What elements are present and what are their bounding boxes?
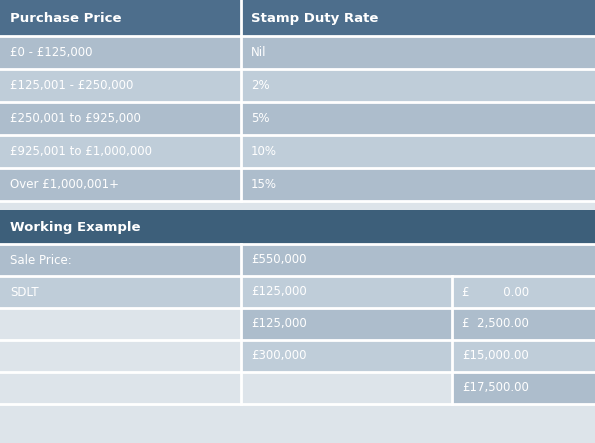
Bar [241,69,595,102]
Bar [241,276,452,308]
Bar [0,168,241,201]
Bar [241,340,452,372]
Text: £0 - £125,000: £0 - £125,000 [10,46,92,59]
Bar [0,69,241,102]
Bar [452,372,595,404]
Text: 10%: 10% [251,145,277,158]
Bar [241,168,595,201]
Text: £17,500.00: £17,500.00 [462,381,529,395]
Bar [0,340,241,372]
Bar [0,372,241,404]
Bar [0,135,241,168]
Text: £15,000.00: £15,000.00 [462,350,529,362]
Bar [0,210,595,244]
Text: Working Example: Working Example [10,221,140,233]
Bar [0,276,241,308]
Text: £300,000: £300,000 [251,350,306,362]
Text: SDLT: SDLT [10,285,39,299]
Text: £125,000: £125,000 [251,285,307,299]
Bar [241,135,595,168]
Text: £         0.00: £ 0.00 [462,285,530,299]
Text: £250,001 to £925,000: £250,001 to £925,000 [10,112,141,125]
Text: Sale Price:: Sale Price: [10,253,72,267]
Bar [0,404,595,443]
Text: £125,000: £125,000 [251,318,307,330]
Bar [452,308,595,340]
Bar [0,201,595,210]
Bar [0,308,241,340]
Bar [0,0,241,36]
Text: Stamp Duty Rate: Stamp Duty Rate [251,12,378,24]
Text: £925,001 to £1,000,000: £925,001 to £1,000,000 [10,145,152,158]
Bar [241,36,595,69]
Bar [452,340,595,372]
Bar [0,244,241,276]
Text: £550,000: £550,000 [251,253,306,267]
Bar [241,0,595,36]
Bar [0,102,241,135]
Text: Over £1,000,001+: Over £1,000,001+ [10,178,119,191]
Text: 5%: 5% [251,112,270,125]
Bar [241,102,595,135]
Text: Nil: Nil [251,46,267,59]
Bar [0,36,241,69]
Bar [241,372,452,404]
Bar [241,308,452,340]
Text: Purchase Price: Purchase Price [10,12,121,24]
Text: £125,001 - £250,000: £125,001 - £250,000 [10,79,133,92]
Bar [241,244,595,276]
Text: £  2,500.00: £ 2,500.00 [462,318,529,330]
Text: 15%: 15% [251,178,277,191]
Text: 2%: 2% [251,79,270,92]
Bar [452,276,595,308]
